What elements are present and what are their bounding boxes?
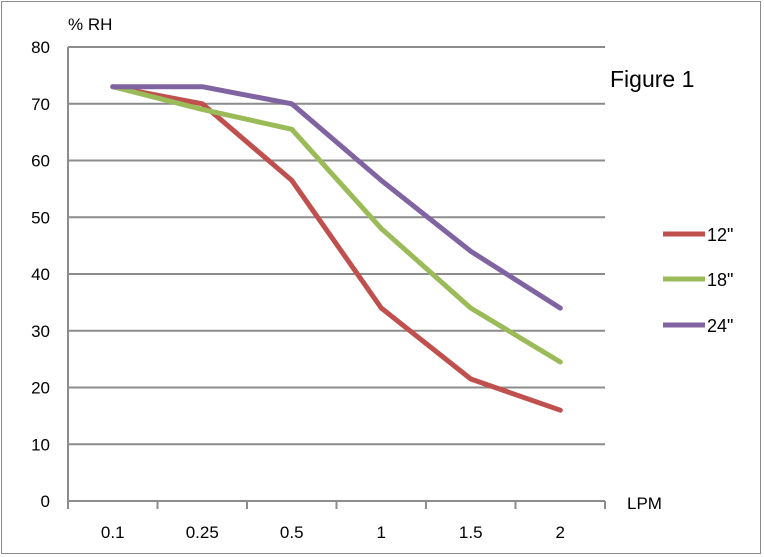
x-tick-label: 2 <box>556 523 565 542</box>
series-line-2 <box>110 84 563 365</box>
y-tick-label: 10 <box>31 435 50 454</box>
y-tick-label: 60 <box>31 152 50 171</box>
y-tick-label: 20 <box>31 379 50 398</box>
x-tick-label: 1.5 <box>459 523 483 542</box>
x-axis-tick-labels: 0.1 0.25 0.5 1 1.5 2 <box>101 523 565 542</box>
y-axis-title: % RH <box>68 15 112 34</box>
x-tick-label: 0.25 <box>186 523 219 542</box>
series-lines <box>110 84 563 413</box>
legend: 12" 18" 24" <box>663 225 733 336</box>
legend-label-1: 12" <box>707 225 733 245</box>
y-tick-label: 50 <box>31 208 50 227</box>
x-axis-title: LPM <box>627 494 662 513</box>
gridlines <box>68 46 605 446</box>
legend-label-3: 24" <box>707 316 733 336</box>
y-tick-label: 80 <box>31 38 50 57</box>
chart-title: Figure 1 <box>610 66 694 92</box>
y-tick-label: 40 <box>31 265 50 284</box>
x-axis-ticks <box>67 501 606 509</box>
legend-label-2: 18" <box>707 270 733 290</box>
y-axis-tick-labels: 0 10 20 30 40 50 60 70 80 <box>31 38 50 511</box>
x-tick-label: 0.1 <box>101 523 125 542</box>
y-tick-label: 0 <box>41 492 50 511</box>
x-tick-label: 1 <box>377 523 386 542</box>
y-tick-label: 70 <box>31 95 50 114</box>
series-line-1 <box>110 84 563 413</box>
x-tick-label: 0.5 <box>280 523 304 542</box>
y-tick-label: 30 <box>31 322 50 341</box>
series-line-3 <box>110 84 563 311</box>
